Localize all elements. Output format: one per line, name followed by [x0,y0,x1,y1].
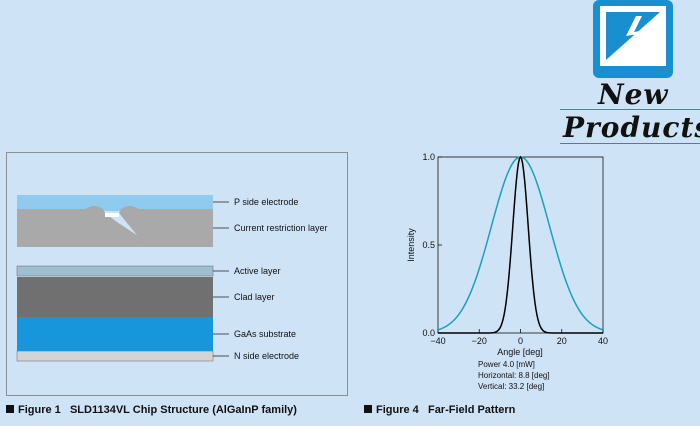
label-p-electrode: P side electrode [234,197,299,207]
label-current-restriction: Current restriction layer [234,223,328,233]
logo-text-products: Products [563,111,700,144]
logo-inner-panel [600,6,666,66]
x-tick-label: 0 [518,336,523,346]
far-field-chart: −40 −20 0 20 40 0.0 0.5 1.0 Intensity Angle [de… [406,152,608,357]
label-gaas-substrate: GaAs substrate [234,329,297,339]
legend-horizontal: Horizontal: 8.8 [deg] [478,371,550,380]
figure4-caption-prefix: Figure 4 [376,404,419,416]
label-clad-layer: Clad layer [234,292,275,302]
figure4-caption: Figure 4 Far-Field Pattern [364,404,515,416]
logo-rule-bottom [560,143,700,144]
y-tick-label: 0.5 [422,240,435,250]
x-tick-label: −40 [430,336,445,346]
y-axis-label: Intensity [406,228,416,262]
caption-bullet-icon [6,405,14,413]
label-active-layer: Active layer [234,266,281,276]
x-tick-label: −20 [472,336,487,346]
caption-bullet-icon [364,405,372,413]
layer-active [16,265,214,277]
logo-text-new: New [598,78,669,111]
lightning-bolt-icon [606,12,660,60]
figure1-caption-title: SLD1134VL Chip Structure (AlGaInP family… [69,404,297,416]
figure1-caption: Figure 1 SLD1134VL Chip Structure (AlGaI… [6,404,297,416]
layer-p-electrode [17,195,213,211]
label-n-electrode: N side electrode [234,351,300,361]
series-horizontal-line [438,155,603,334]
figure1-panel: P side electrode Current restriction lay… [6,152,348,396]
legend-power: Power 4.0 [mW] [478,360,535,369]
layer-clad [17,277,213,317]
y-tick-label: 0.0 [422,328,435,338]
figure4-caption-title: Far-Field Pattern [427,404,516,416]
x-tick-label: 40 [598,336,608,346]
plot-area [437,156,604,334]
x-tick-label: 20 [557,336,567,346]
figure1-caption-prefix: Figure 1 [18,404,61,416]
layer-n-electrode [16,350,214,362]
logo-rule-top [560,109,700,110]
layer-gaas-substrate [17,317,213,351]
x-axis-label: Angle [deg] [497,347,543,357]
y-tick-label: 1.0 [422,152,435,162]
legend-vertical: Vertical: 33.2 [deg] [478,382,545,391]
chip-structure-diagram [16,195,229,362]
